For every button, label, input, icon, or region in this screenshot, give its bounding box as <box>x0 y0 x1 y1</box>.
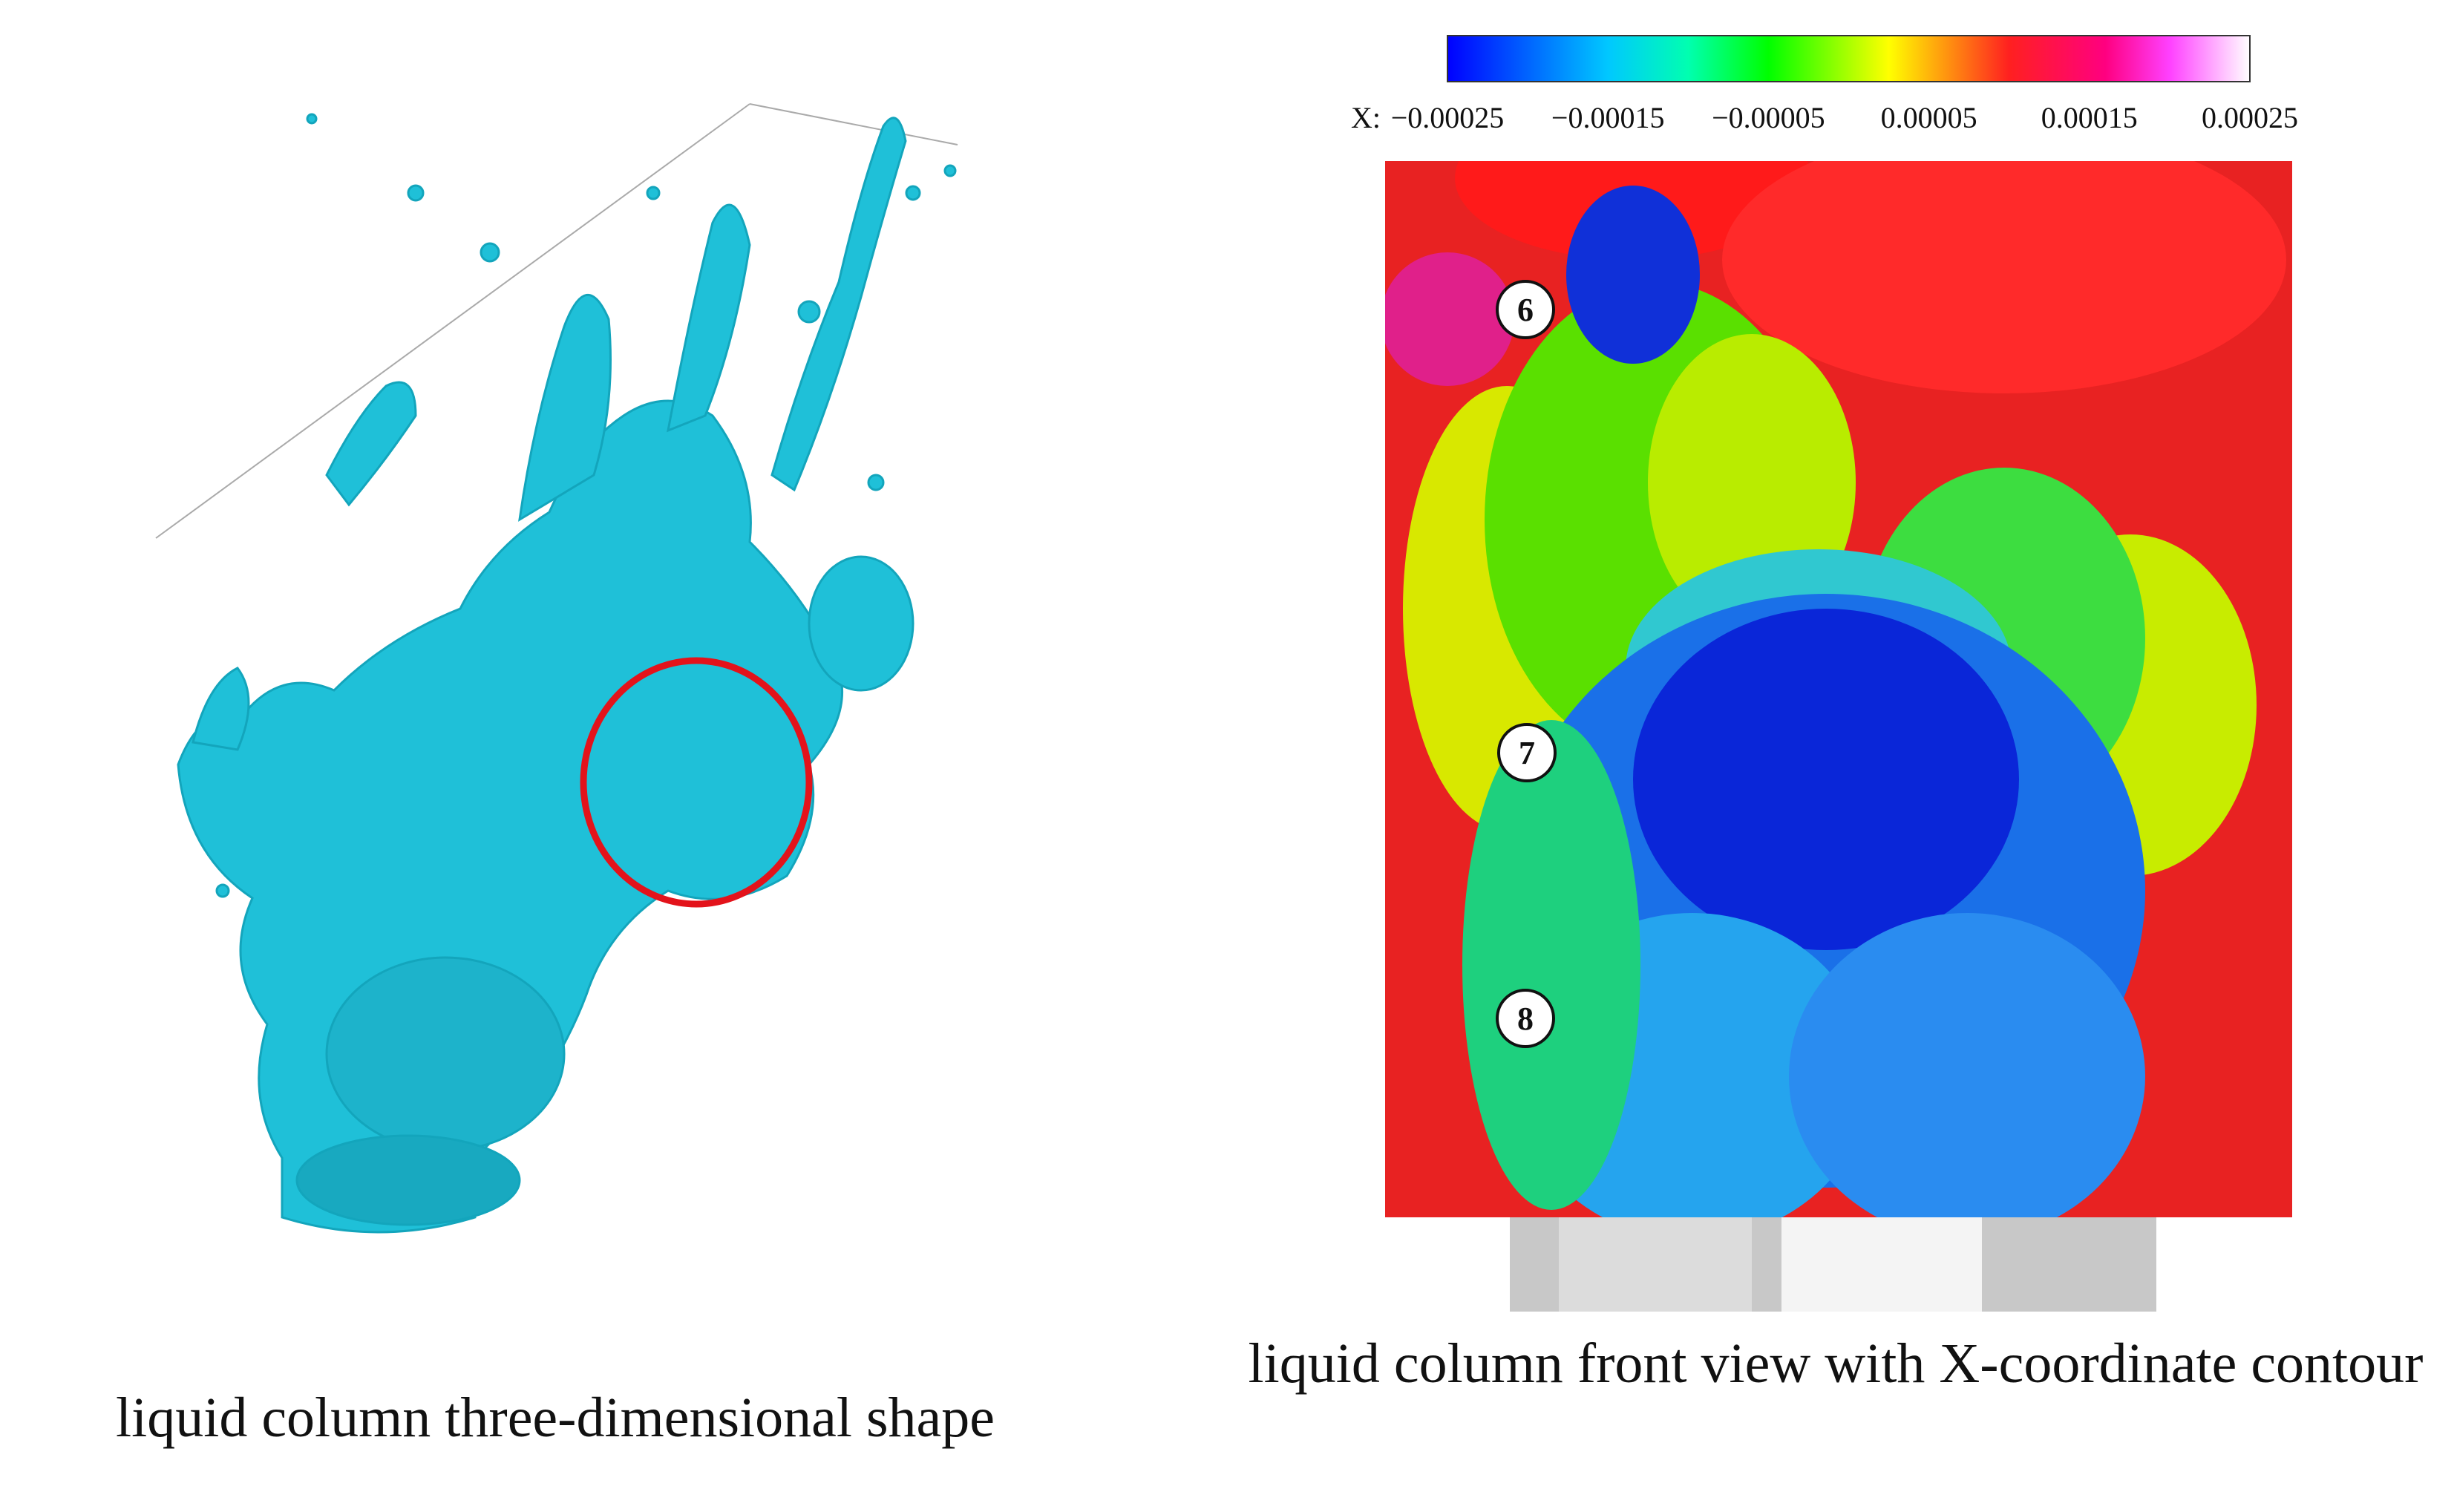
colorbar-tick-label: 0.00015 <box>2041 101 2138 134</box>
marker-circle <box>1496 280 1555 339</box>
liquid-3d-shape <box>155 103 958 1234</box>
contour-image <box>1385 161 2292 1217</box>
colorbar-tick-label: −0.00015 <box>1551 101 1665 134</box>
marker-label: 7 <box>1519 735 1535 771</box>
right-caption-box: liquid column front view with X-coordina… <box>1248 1332 2424 1395</box>
colorbar: −0.00025 −0.00015 −0.00005 0.00005 0.00015 0.… <box>1351 35 2298 134</box>
colorbar-gradient <box>1447 35 2251 82</box>
nozzle-highlight <box>1781 1217 1982 1312</box>
marker-label: 8 <box>1517 1001 1534 1037</box>
highlight-circle <box>580 657 813 908</box>
nozzle-highlight <box>1559 1217 1752 1312</box>
colorbar-axis-label: X: <box>1351 101 1381 134</box>
right-caption: liquid column front view with X-coordina… <box>1248 1332 2424 1395</box>
colorbar-tick-label: −0.00025 <box>1391 101 1505 134</box>
colorbar-tick-label: 0.00005 <box>1881 101 1977 134</box>
marker-label: 6 <box>1517 292 1534 328</box>
markers: 6 7 8 <box>1496 280 1557 1048</box>
left-caption: liquid column three-dimensional shape <box>116 1387 995 1449</box>
colorbar-tick-label: 0.00025 <box>2202 101 2298 134</box>
marker-circle <box>1496 989 1555 1048</box>
colorbar-tick-label: −0.00005 <box>1712 101 1825 134</box>
marker-circle <box>1497 723 1557 782</box>
